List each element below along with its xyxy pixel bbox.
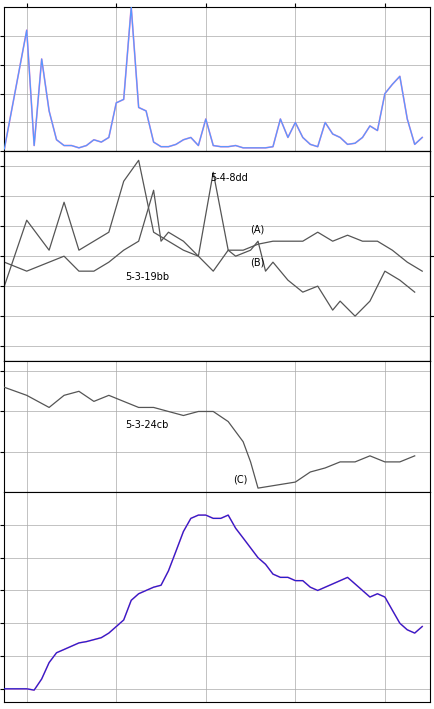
- Text: (A): (A): [250, 224, 265, 234]
- Text: 5-3-19bb: 5-3-19bb: [125, 272, 169, 282]
- Text: (B): (B): [250, 257, 265, 267]
- Text: (C): (C): [233, 474, 247, 484]
- Text: 5-3-24cb: 5-3-24cb: [125, 420, 168, 430]
- Text: 5-4-8dd: 5-4-8dd: [210, 173, 248, 183]
